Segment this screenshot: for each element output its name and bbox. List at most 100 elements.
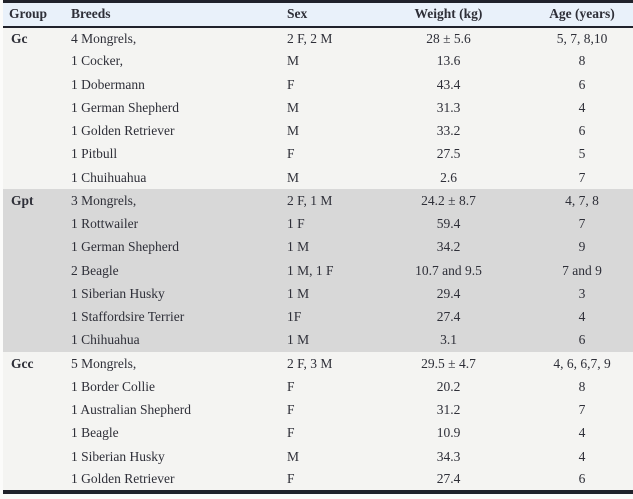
- sex-cell: M: [287, 99, 300, 115]
- group-cell: [3, 73, 65, 96]
- group-cell: [3, 96, 65, 119]
- age-cell: 4: [578, 425, 586, 441]
- sex-cell: 1F: [287, 309, 302, 325]
- weight-cell: 34.3: [436, 448, 461, 464]
- group-cell: [3, 306, 65, 329]
- weight-cell: 33.2: [436, 123, 461, 139]
- weight-cell: 27.4: [436, 470, 461, 486]
- column-header-group: Group: [9, 6, 48, 22]
- age-cell: 3: [578, 285, 586, 301]
- table-row: Gc 4 Mongrels, 2 F, 2 M 28 ± 5.6 5, 7, 8,10: [3, 26, 633, 50]
- breed-cell: 1 Siberian Husky: [71, 448, 165, 464]
- breed-cell: 1 Rottwailer: [71, 216, 139, 232]
- group-cell: [3, 166, 65, 189]
- breed-cell: 1 German Shepherd: [71, 99, 179, 115]
- column-header-sex: Sex: [287, 6, 308, 22]
- breed-cell: 1 Pitbull: [71, 146, 118, 162]
- group-cell: [3, 213, 65, 236]
- group-cell: [3, 422, 65, 445]
- table-row: 1 German Shepherd M 31.3 4: [3, 96, 633, 120]
- breed-cell: 1 Golden Retriever: [71, 470, 175, 486]
- group-cell: [3, 120, 65, 143]
- table-row: 1 Australian Shepherd F 31.2 7: [3, 398, 633, 422]
- sex-cell: 1 M: [287, 285, 310, 301]
- sex-cell: F: [287, 76, 295, 92]
- table-row: 1 Siberian Husky 1 M 29.4 3: [3, 282, 633, 306]
- column-header-breeds: Breeds: [71, 6, 111, 22]
- breed-cell: 1 Dobermann: [71, 76, 145, 92]
- sex-cell: 2 F, 3 M: [287, 355, 333, 371]
- weight-cell: 29.4: [436, 285, 461, 301]
- breed-cell: 3 Mongrels,: [71, 192, 137, 208]
- age-cell: 4, 6, 6,7, 9: [553, 355, 611, 371]
- table-row: 1 Chuihuahua M 2.6 7: [3, 166, 633, 190]
- table-row: 1 Rottwailer 1 F 59.4 7: [3, 212, 633, 236]
- table-row: 1 German Shepherd 1 M 34.2 9: [3, 235, 633, 259]
- weight-cell: 10.9: [436, 425, 461, 441]
- breed-cell: 1 Cocker,: [71, 53, 123, 69]
- age-cell: 7: [578, 169, 586, 185]
- header-row: Group Breeds Sex Weight (kg) Age (years): [3, 1, 633, 27]
- table-row: 1 Chihuahua 1 M 3.1 6: [3, 328, 633, 352]
- age-cell: 6: [578, 470, 586, 486]
- age-cell: 4, 7, 8: [565, 192, 599, 208]
- table-header: Group Breeds Sex Weight (kg) Age (years): [3, 1, 633, 27]
- age-cell: 5: [578, 146, 586, 162]
- weight-cell: 10.7 and 9.5: [415, 262, 482, 278]
- breed-cell: 4 Mongrels,: [71, 30, 137, 46]
- breed-cell: 1 Border Collie: [71, 378, 155, 394]
- column-header-weight: Weight (kg): [414, 6, 483, 22]
- weight-cell: 34.2: [436, 239, 461, 255]
- sex-cell: M: [287, 53, 300, 69]
- sex-cell: 1 M: [287, 332, 310, 348]
- column-header-age: Age (years): [549, 6, 615, 22]
- sex-cell: 2 F, 1 M: [287, 192, 333, 208]
- group-cell: Gpt: [11, 192, 34, 208]
- breed-cell: 2 Beagle: [71, 262, 119, 278]
- breed-cell: 1 Australian Shepherd: [71, 402, 191, 418]
- age-cell: 6: [578, 76, 586, 92]
- weight-cell: 59.4: [436, 216, 461, 232]
- age-cell: 7 and 9: [562, 262, 602, 278]
- group-cell: [3, 375, 65, 398]
- weight-cell: 13.6: [436, 53, 461, 69]
- table-row: 2 Beagle 1 M, 1 F 10.7 and 9.5 7 and 9: [3, 259, 633, 283]
- table-row: 1 Staffordsire Terrier 1F 27.4 4: [3, 305, 633, 329]
- breed-cell: 5 Mongrels,: [71, 355, 137, 371]
- table-row: 1 Pitbull F 27.5 5: [3, 142, 633, 166]
- table-row: 1 Beagle F 10.9 4: [3, 421, 633, 445]
- weight-cell: 31.2: [436, 402, 461, 418]
- table-row: 1 Siberian Husky M 34.3 4: [3, 445, 633, 469]
- age-cell: 4: [578, 309, 586, 325]
- sex-cell: 1 F: [287, 216, 305, 232]
- weight-cell: 27.4: [436, 309, 461, 325]
- age-cell: 7: [578, 216, 586, 232]
- table-row: Gpt 3 Mongrels, 2 F, 1 M 24.2 ± 8.7 4, 7, 8: [3, 189, 633, 213]
- group-cell: [3, 50, 65, 73]
- weight-cell: 43.4: [436, 76, 461, 92]
- weight-cell: 3.1: [440, 332, 457, 348]
- sex-cell: 1 M, 1 F: [287, 262, 334, 278]
- weight-cell: 24.2 ± 8.7: [421, 192, 476, 208]
- age-cell: 4: [578, 99, 586, 115]
- group-cell: [3, 468, 65, 491]
- table-row: 1 Border Collie F 20.2 8: [3, 375, 633, 399]
- weight-cell: 28 ± 5.6: [426, 30, 471, 46]
- sex-cell: M: [287, 448, 300, 464]
- age-cell: 5, 7, 8,10: [556, 30, 608, 46]
- age-cell: 7: [578, 402, 586, 418]
- group-cell: [3, 445, 65, 468]
- group-cell: Gc: [11, 30, 28, 46]
- table-row: 1 Golden Retriever F 27.4 6: [3, 468, 633, 492]
- table-row: 1 Cocker, M 13.6 8: [3, 49, 633, 73]
- group-cell: [3, 329, 65, 352]
- sex-cell: M: [287, 169, 300, 185]
- dog-groups-table: Group Breeds Sex Weight (kg) Age (years)…: [3, 0, 633, 494]
- weight-cell: 29.5 ± 4.7: [421, 355, 476, 371]
- weight-cell: 31.3: [436, 99, 461, 115]
- weight-cell: 20.2: [436, 378, 461, 394]
- sex-cell: F: [287, 402, 295, 418]
- age-cell: 8: [578, 53, 586, 69]
- group-cell: [3, 236, 65, 259]
- sex-cell: F: [287, 470, 295, 486]
